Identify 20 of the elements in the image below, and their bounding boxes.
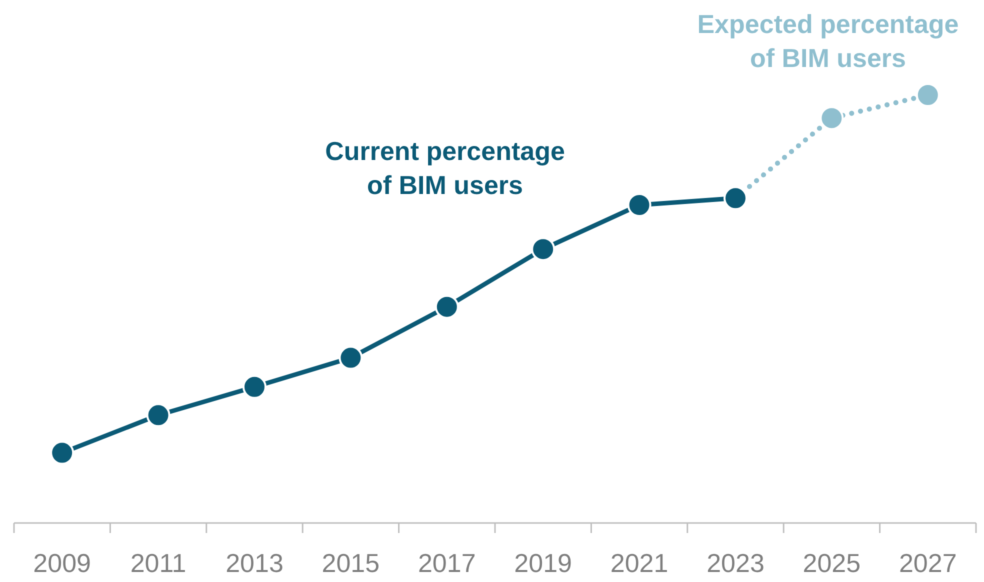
x-tick-label: 2021 [610,548,668,578]
series-label: Current percentage of BIM users [325,136,565,200]
point [434,294,459,319]
point [242,374,266,399]
point [916,83,940,107]
x-tick-label: 2025 [802,548,861,578]
series-label: Expected percentage of BIM users [697,9,959,73]
x-tick-label: 2009 [33,548,92,578]
point [50,440,74,465]
x-tick-label: 2013 [226,548,284,578]
point [146,403,170,428]
point [338,346,363,370]
x-tick-label: 2015 [322,548,380,578]
x-tick-label: 2017 [418,548,476,578]
x-tick-label: 2023 [706,548,764,578]
x-tick-label: 2027 [898,548,957,578]
x-tick-label: 2019 [514,548,572,578]
point [531,237,556,262]
point [820,106,844,130]
x-tick-label: 2011 [130,548,186,578]
